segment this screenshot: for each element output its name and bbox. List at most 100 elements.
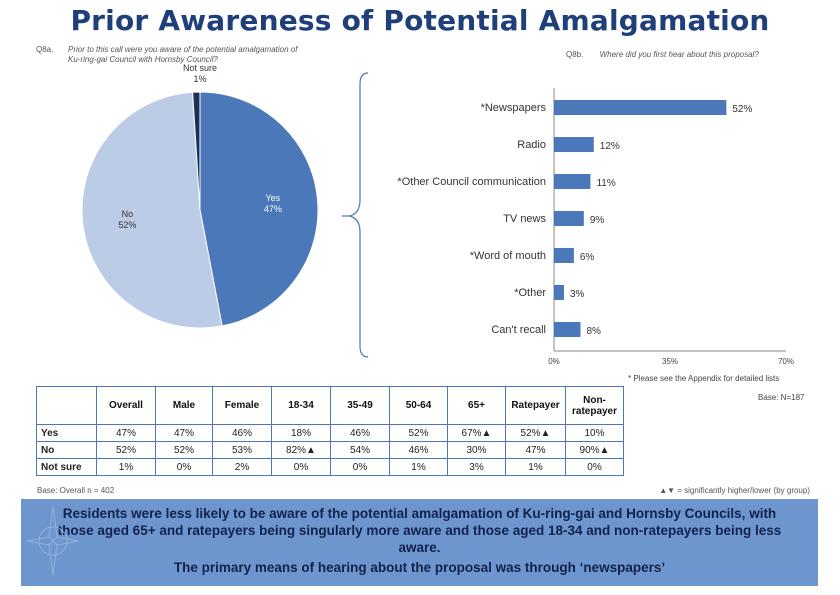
bar-category-label: *Other Council communication: [397, 176, 546, 188]
demographic-table: Overall Male Female 18-34 35-49 50-64 65…: [36, 386, 624, 476]
table-cell: 0%: [330, 458, 390, 476]
table-cell: 46%: [330, 424, 390, 442]
table-row: Yes 47% 47% 46% 18% 46% 52% 67%▲ 52%▲ 10…: [36, 424, 624, 442]
table-header: Overall: [96, 386, 156, 425]
bar-category-label: Can't recall: [491, 324, 546, 336]
table-header-row: Overall Male Female 18-34 35-49 50-64 65…: [36, 386, 624, 425]
base-right-note: Base: N=187: [758, 393, 805, 402]
table-cell: 1%: [505, 458, 566, 476]
q8a-text-line1: Prior to this call were you aware of the…: [68, 45, 298, 54]
summary-box: Residents were less likely to be aware o…: [21, 499, 818, 586]
table-cell: 47%: [505, 441, 566, 459]
table-header: Female: [212, 386, 272, 425]
significance-legend: ▲▼ = significantly higher/lower (by grou…: [659, 486, 810, 495]
page-title: Prior Awareness of Potential Amalgamatio…: [70, 4, 770, 37]
bar: [554, 137, 594, 152]
row-label: Yes: [36, 424, 97, 442]
bar: [554, 248, 574, 263]
table-cell: 30%: [447, 441, 506, 459]
bar-tick-label: 0%: [548, 357, 560, 366]
pie-label-value: 52%: [118, 220, 137, 231]
table-cell: 1%: [389, 458, 448, 476]
q8b-number: Q8b.: [566, 50, 584, 59]
row-label: Not sure: [36, 458, 97, 476]
table-cell: 1%: [96, 458, 156, 476]
table-cell: 46%: [389, 441, 448, 459]
bar-category-label: *Newspapers: [481, 102, 547, 114]
q8a-number: Q8a.: [36, 45, 54, 54]
table-cell: 52%: [96, 441, 156, 459]
bar: [554, 322, 581, 337]
pie-label-category: Yes: [265, 193, 281, 204]
pie-label-category: No: [121, 209, 134, 220]
table-cell: 47%: [96, 424, 156, 442]
pie-label-yes: Yes 47%: [243, 193, 303, 215]
bar-tick-label: 35%: [662, 357, 678, 366]
table-cell: 47%: [155, 424, 213, 442]
table-header: 18-34: [271, 386, 331, 425]
bar: [554, 100, 727, 115]
bar-category-label: Radio: [517, 139, 546, 151]
table-header: 50-64: [389, 386, 448, 425]
table-cell: 46%: [212, 424, 272, 442]
table-header: Ratepayer: [505, 386, 566, 425]
table-cell: 10%: [565, 424, 624, 442]
pie-label-category: Not sure: [182, 63, 217, 73]
table-cell: 82%▲: [271, 441, 331, 459]
q8a-label: Q8a. Prior to this call were you aware o…: [36, 45, 297, 64]
pie-label-no: No 52%: [97, 209, 157, 231]
table-header: Male: [155, 386, 213, 425]
pie-slice-yes: [199, 91, 319, 327]
table-header: 35-49: [330, 386, 390, 425]
table-cell: 53%: [212, 441, 272, 459]
bar-value-label: 8%: [587, 326, 602, 337]
table-cell: 52%: [389, 424, 448, 442]
pie-label-value: 1%: [193, 74, 207, 84]
bar-category-label: TV news: [503, 213, 546, 225]
table-cell: 52%: [155, 441, 213, 459]
q8b-text: Where did you first hear about this prop…: [599, 50, 759, 59]
table-cell: 90%▲: [565, 441, 624, 459]
table-cell: 3%: [447, 458, 506, 476]
bar-value-label: 9%: [590, 215, 605, 226]
table-header: Non-ratepayer: [565, 386, 624, 425]
bar-value-label: 3%: [570, 289, 585, 300]
table-cell: 18%: [271, 424, 331, 442]
hear-source-bar-chart: *Newspapers 52% Radio 12% *Other Council com…: [397, 88, 794, 366]
bar-value-label: 6%: [580, 252, 595, 263]
bar-category-label: *Word of mouth: [470, 250, 546, 262]
pie-slice-no: [81, 91, 223, 329]
q8b-label: Q8b. Where did you first hear about this…: [566, 50, 816, 60]
table-cell: 0%: [565, 458, 624, 476]
bar-value-label: 52%: [732, 104, 752, 115]
table-cell: 52%▲: [505, 424, 566, 442]
pie-label-not-sure: Not sure 1%: [170, 63, 230, 85]
bracket-connector: [342, 72, 369, 358]
bar-value-label: 11%: [596, 178, 615, 189]
bar: [554, 211, 584, 226]
table-header: 65+: [447, 386, 506, 425]
summary-line-2: The primary means of hearing about the p…: [173, 560, 666, 575]
table-row: No 52% 52% 53% 82%▲ 54% 46% 30% 47% 90%▲: [36, 441, 624, 459]
bar: [554, 285, 564, 300]
table-corner: [36, 386, 97, 425]
table-cell: 54%: [330, 441, 390, 459]
bar: [554, 174, 591, 189]
row-label: No: [36, 441, 97, 459]
awareness-pie-chart: [81, 91, 319, 329]
q8a-text-line2: Ku-ring-gai Council with Hornsby Council…: [68, 55, 218, 64]
table-cell: 0%: [271, 458, 331, 476]
table-cell: 67%▲: [447, 424, 506, 442]
summary-line-1: Residents were less likely to be aware o…: [57, 506, 782, 555]
bar-value-label: 12%: [600, 141, 620, 152]
pie-label-value: 47%: [263, 204, 282, 215]
table-cell: 0%: [155, 458, 213, 476]
bar-tick-label: 70%: [778, 357, 794, 366]
bar-category-label: *Other: [514, 287, 546, 299]
compass-icon: [26, 506, 80, 576]
base-left-note: Base: Overall n = 402: [37, 486, 115, 495]
pie-slice-not-sure: [192, 91, 201, 211]
table-row: Not sure 1% 0% 2% 0% 0% 1% 3% 1% 0%: [36, 458, 624, 476]
appendix-footnote: * Please see the Appendix for detailed l…: [628, 374, 780, 383]
table-cell: 2%: [212, 458, 272, 476]
